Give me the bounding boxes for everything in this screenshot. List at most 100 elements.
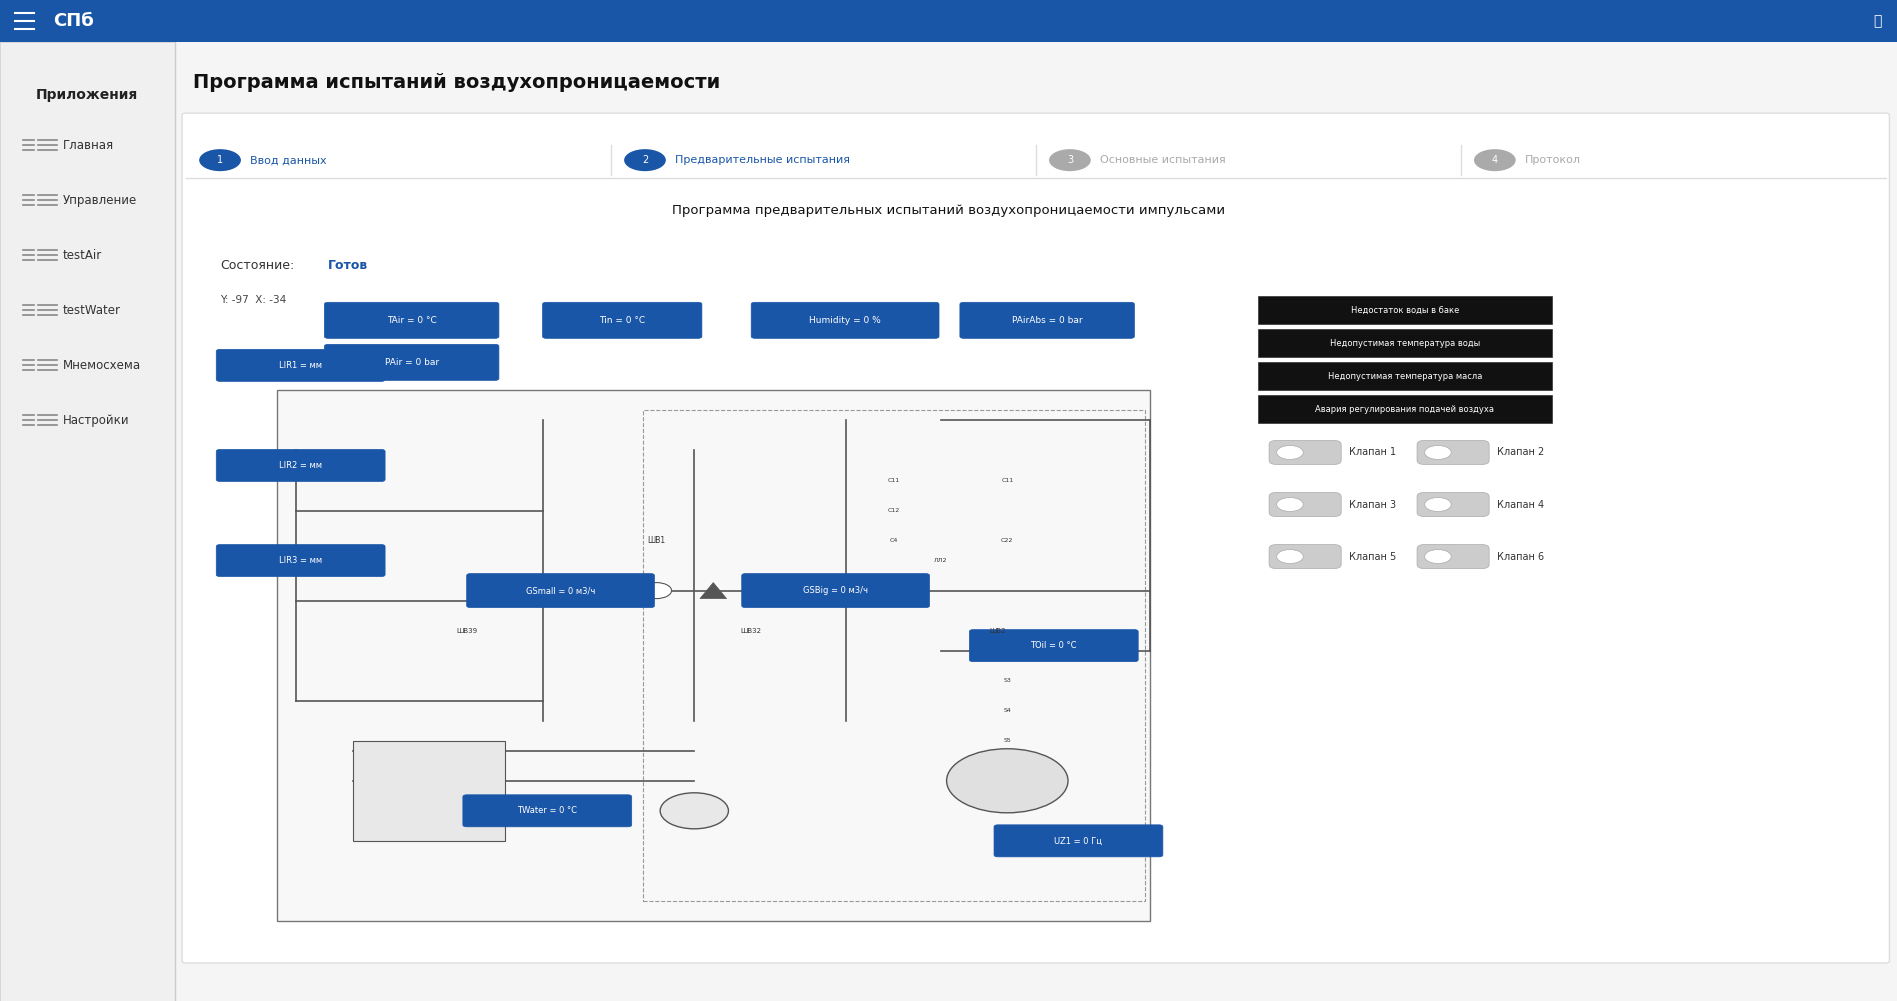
Text: 1: 1 xyxy=(216,155,224,165)
Text: LIR3 = мм: LIR3 = мм xyxy=(279,557,322,565)
Text: Недопустимая температура воды: Недопустимая температура воды xyxy=(1330,339,1480,347)
Text: 2: 2 xyxy=(641,155,649,165)
FancyBboxPatch shape xyxy=(1269,492,1341,517)
FancyBboxPatch shape xyxy=(467,574,654,608)
Text: S3: S3 xyxy=(1004,679,1011,683)
Text: Недопустимая температура масла: Недопустимая температура масла xyxy=(1328,372,1482,380)
Text: C11: C11 xyxy=(1002,478,1013,482)
Bar xyxy=(353,741,505,841)
FancyBboxPatch shape xyxy=(543,302,702,338)
Text: ШВ39: ШВ39 xyxy=(455,628,478,634)
Text: Управление: Управление xyxy=(63,194,137,206)
Text: 4: 4 xyxy=(1491,155,1499,165)
Circle shape xyxy=(1277,550,1303,564)
Text: 3: 3 xyxy=(1066,155,1074,165)
Text: LIR1 = мм: LIR1 = мм xyxy=(279,361,322,369)
Circle shape xyxy=(869,583,899,599)
FancyBboxPatch shape xyxy=(1417,492,1489,517)
Text: Настройки: Настройки xyxy=(63,414,129,426)
Text: C12: C12 xyxy=(888,509,899,513)
Circle shape xyxy=(947,749,1068,813)
FancyBboxPatch shape xyxy=(324,302,499,338)
Text: TAir = 0 °C: TAir = 0 °C xyxy=(387,316,436,324)
Text: Программа предварительных испытаний воздухопроницаемости импульсами: Программа предварительных испытаний возд… xyxy=(672,204,1225,216)
Circle shape xyxy=(641,583,672,599)
FancyBboxPatch shape xyxy=(216,545,385,577)
Circle shape xyxy=(1425,445,1451,459)
Text: Готов: Готов xyxy=(328,259,368,271)
Text: Клапан 1: Клапан 1 xyxy=(1349,447,1396,457)
Bar xyxy=(0,0,1897,42)
FancyBboxPatch shape xyxy=(969,630,1138,662)
Circle shape xyxy=(624,149,666,171)
Text: Предварительные испытания: Предварительные испытания xyxy=(675,155,850,165)
Text: LIR2 = мм: LIR2 = мм xyxy=(279,461,322,469)
Text: Humidity = 0 %: Humidity = 0 % xyxy=(810,316,880,324)
Circle shape xyxy=(1277,445,1303,459)
FancyBboxPatch shape xyxy=(463,795,632,827)
Text: PAir = 0 bar: PAir = 0 bar xyxy=(385,358,438,366)
FancyBboxPatch shape xyxy=(960,302,1134,338)
Bar xyxy=(643,410,1146,901)
Text: C22: C22 xyxy=(1002,539,1013,543)
Bar xyxy=(0,42,175,1001)
FancyBboxPatch shape xyxy=(1417,440,1489,464)
FancyBboxPatch shape xyxy=(324,344,499,380)
Text: ЛЛ2: ЛЛ2 xyxy=(933,559,948,563)
Circle shape xyxy=(1277,497,1303,512)
Text: UZ1 = 0 Гц: UZ1 = 0 Гц xyxy=(1055,837,1102,845)
FancyBboxPatch shape xyxy=(182,113,1889,963)
Circle shape xyxy=(1425,497,1451,512)
Text: Клапан 6: Клапан 6 xyxy=(1497,552,1544,562)
Text: C11: C11 xyxy=(888,478,899,482)
Text: S5: S5 xyxy=(1004,739,1011,743)
Circle shape xyxy=(1049,149,1091,171)
Text: Клапан 2: Клапан 2 xyxy=(1497,447,1544,457)
Circle shape xyxy=(199,149,241,171)
Polygon shape xyxy=(586,583,613,599)
Text: Основные испытания: Основные испытания xyxy=(1100,155,1225,165)
Text: GSBig = 0 м3/ч: GSBig = 0 м3/ч xyxy=(802,587,869,595)
Bar xyxy=(277,390,1150,921)
Polygon shape xyxy=(700,583,727,599)
Text: PAirAbs = 0 bar: PAirAbs = 0 bar xyxy=(1011,316,1083,324)
Text: Ввод данных: Ввод данных xyxy=(250,155,326,165)
Text: GSmall = 0 м3/ч: GSmall = 0 м3/ч xyxy=(525,587,596,595)
Text: Протокол: Протокол xyxy=(1525,155,1582,165)
Text: СПб: СПб xyxy=(53,12,93,30)
Text: Клапан 5: Клапан 5 xyxy=(1349,552,1396,562)
Text: Состояние:: Состояние: xyxy=(220,259,294,271)
Circle shape xyxy=(755,583,785,599)
FancyBboxPatch shape xyxy=(1258,395,1552,423)
Text: ШВ2: ШВ2 xyxy=(990,628,1005,634)
Circle shape xyxy=(527,583,558,599)
Text: Авария регулирования подачей воздуха: Авария регулирования подачей воздуха xyxy=(1315,405,1495,413)
Text: TWater = 0 °C: TWater = 0 °C xyxy=(518,807,577,815)
Text: ШВ1: ШВ1 xyxy=(647,537,666,545)
Text: Главная: Главная xyxy=(63,139,114,151)
Text: Мнемосхема: Мнемосхема xyxy=(63,359,140,371)
FancyBboxPatch shape xyxy=(216,449,385,481)
Text: Y: -97  X: -34: Y: -97 X: -34 xyxy=(220,295,286,305)
Text: C4: C4 xyxy=(890,539,897,543)
FancyBboxPatch shape xyxy=(1269,440,1341,464)
Circle shape xyxy=(1474,149,1516,171)
Text: testAir: testAir xyxy=(63,249,102,261)
FancyBboxPatch shape xyxy=(1269,545,1341,569)
Text: Программа испытаний воздухопроницаемости: Программа испытаний воздухопроницаемости xyxy=(193,73,721,91)
Text: TOil = 0 °C: TOil = 0 °C xyxy=(1030,642,1077,650)
FancyBboxPatch shape xyxy=(1258,296,1552,324)
FancyBboxPatch shape xyxy=(216,349,385,381)
FancyBboxPatch shape xyxy=(751,302,939,338)
Text: Tin = 0 °C: Tin = 0 °C xyxy=(599,316,645,324)
FancyBboxPatch shape xyxy=(1417,545,1489,569)
Text: Клапан 3: Клапан 3 xyxy=(1349,499,1396,510)
Text: ШВ32: ШВ32 xyxy=(740,628,763,634)
Circle shape xyxy=(1425,550,1451,564)
FancyBboxPatch shape xyxy=(742,574,930,608)
Circle shape xyxy=(660,793,728,829)
Text: Недостаток воды в баке: Недостаток воды в баке xyxy=(1351,306,1459,314)
Text: Клапан 4: Клапан 4 xyxy=(1497,499,1544,510)
Text: Приложения: Приложения xyxy=(36,88,138,102)
FancyBboxPatch shape xyxy=(1258,329,1552,357)
